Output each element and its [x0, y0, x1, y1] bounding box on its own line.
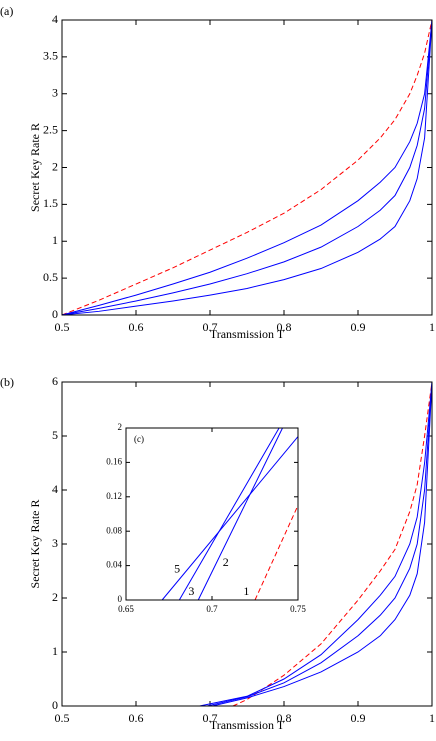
curve-label: 1: [243, 584, 249, 598]
axes-box: [125, 427, 299, 601]
x-tick-label: 0.9: [351, 711, 366, 725]
curve: [206, 381, 433, 707]
x-tick-label: 0.7: [203, 711, 218, 725]
curve: [61, 19, 433, 316]
curve: [199, 381, 433, 707]
y-tick-label: 3: [52, 86, 58, 100]
y-tick-label: 3.5: [43, 49, 58, 63]
curve: [61, 19, 433, 316]
y-tick-label: 0: [118, 594, 123, 604]
x-tick-label: 0.75: [290, 604, 306, 614]
y-tick-label: 4: [52, 482, 58, 496]
y-tick-label: 2.5: [43, 122, 58, 136]
y-axis-label: Secret Key Rate R: [28, 123, 42, 212]
curve-label: 5: [174, 562, 180, 576]
chart-title: (c): [134, 434, 144, 444]
curve-label: 2: [223, 555, 229, 569]
chart-title: (a): [0, 4, 13, 18]
curve: [232, 381, 433, 707]
y-tick-label: 1: [52, 644, 58, 658]
x-tick-label: 0.6: [129, 320, 144, 334]
x-tick-label: 0.65: [118, 604, 134, 614]
x-tick-label: 0.5: [55, 320, 70, 334]
curve-label: 3: [188, 584, 194, 598]
curve: [161, 436, 299, 601]
y-tick-label: 1.5: [43, 196, 58, 210]
curve: [254, 505, 299, 601]
y-tick-label: 5: [52, 428, 58, 442]
x-tick-label: 0.5: [55, 711, 70, 725]
chart-title: (b): [0, 375, 14, 389]
y-tick-label: 2: [52, 590, 58, 604]
curve: [212, 381, 433, 707]
x-axis-label: Transmission T: [210, 718, 285, 732]
y-tick-label: 0.08: [106, 525, 122, 535]
y-tick-label: 2: [52, 159, 58, 173]
plot-area: [62, 20, 432, 315]
axes-box: [61, 19, 433, 316]
y-tick-label: 0.04: [106, 560, 122, 570]
y-tick-label: 0.16: [106, 456, 122, 466]
x-tick-label: 1: [429, 711, 435, 725]
x-tick-label: 0.9: [351, 320, 366, 334]
y-tick-label: 6: [52, 374, 58, 388]
plot-area: [126, 428, 298, 600]
curve: [178, 427, 280, 601]
x-tick-label: 1: [429, 320, 435, 334]
y-tick-label: 3: [52, 536, 58, 550]
y-tick-label: 1: [52, 233, 58, 247]
y-axis-label: Secret Key Rate R: [28, 500, 42, 589]
x-tick-label: 0.7: [206, 604, 218, 614]
curve: [61, 19, 433, 316]
y-tick-label: 4: [52, 12, 58, 26]
axes-box: [61, 381, 433, 707]
y-tick-label: 0.5: [43, 270, 58, 284]
x-tick-label: 0.8: [277, 320, 292, 334]
curve: [61, 19, 433, 316]
y-tick-label: 0: [52, 307, 58, 321]
x-tick-label: 0.7: [203, 320, 218, 334]
curve: [197, 427, 283, 601]
y-tick-label: 0.12: [106, 491, 122, 501]
y-tick-label: 2: [118, 422, 123, 432]
x-tick-label: 0.6: [129, 711, 144, 725]
x-axis-label: Transmission T: [210, 327, 285, 341]
y-tick-label: 0: [52, 698, 58, 712]
x-tick-label: 0.8: [277, 711, 292, 725]
